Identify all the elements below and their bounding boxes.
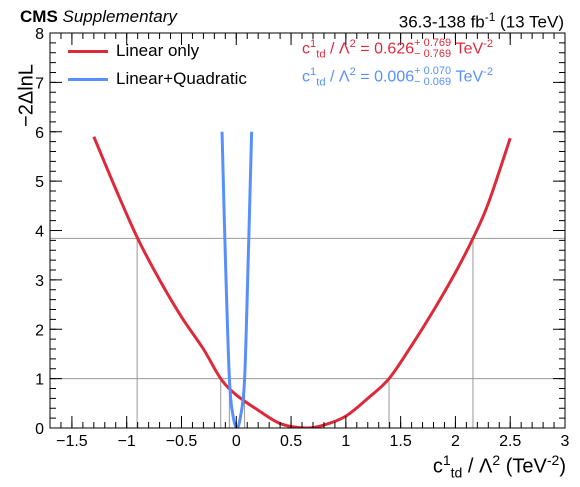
- result-quad-lambda: / Λ: [325, 68, 350, 86]
- result-quad-value: = 0.006: [355, 68, 415, 86]
- result-linear-power: 2: [349, 38, 356, 50]
- result-linear-up: + 0.769: [414, 37, 452, 50]
- reference-lines: [50, 237, 565, 380]
- axis-ticks: −1.5 −1 −0.5 0 0.5 1 1.5 2 2.5 3 0 1 2 3 4 5 6 7 8: [35, 26, 569, 450]
- result-linear-value: = 0.626: [355, 40, 415, 58]
- x-label-close: ): [559, 455, 566, 478]
- result-quad-uncertainty: + 0.070− 0.069: [414, 66, 451, 88]
- experiment-label: CMS Supplementary: [20, 6, 177, 28]
- y-tick-label-4: 4: [35, 224, 44, 241]
- y-tick-label-3: 3: [35, 273, 44, 290]
- y-tick-label-5: 5: [35, 174, 44, 191]
- result-linear-unit-exp: -2: [483, 38, 494, 50]
- x-axis-label: c1td / Λ2 (TeV-2): [433, 452, 566, 481]
- result-quad-symbol: c: [302, 68, 310, 86]
- y-tick-label-7: 7: [35, 75, 44, 92]
- legend-swatch-linear: [68, 50, 108, 53]
- lumi-value: 36.3-138 fb: [398, 12, 485, 32]
- x-tick-label-3: 0: [232, 433, 241, 450]
- legend-swatch-quadratic: [68, 78, 108, 81]
- result-linear-down: − 0.769: [414, 48, 452, 61]
- y-tick-label-8: 8: [35, 26, 44, 43]
- series-line-0: [92, 136, 512, 428]
- x-label-sup: 1: [442, 452, 451, 468]
- series-line-1: [220, 131, 254, 428]
- x-tick-label-7: 2: [451, 433, 460, 450]
- result-quad-unit-exp: -2: [483, 66, 494, 78]
- x-tick-label-9: 3: [561, 433, 570, 450]
- x-label-unit-exp: -2: [546, 452, 560, 468]
- result-quad-unit: TeV: [455, 68, 484, 86]
- x-tick-label-2: −0.5: [166, 433, 198, 450]
- lumi-exponent: -1: [484, 10, 496, 24]
- x-label-sub: td: [450, 464, 463, 481]
- x-label-symbol: c: [432, 455, 443, 478]
- result-quad-sup: 1: [310, 66, 317, 78]
- supplementary-label: Supplementary: [62, 7, 177, 26]
- x-tick-label-1: −1: [118, 433, 136, 450]
- result-linear-sup: 1: [310, 38, 317, 50]
- result-linear-symbol: c: [302, 40, 310, 58]
- likelihood-curves: [92, 131, 512, 428]
- y-tick-label-6: 6: [35, 125, 44, 142]
- plot-frame: [49, 32, 566, 429]
- result-linear-lambda: / Λ: [325, 40, 350, 58]
- result-linear-sub: td: [316, 48, 326, 61]
- legend-label-linear: Linear only: [116, 41, 200, 60]
- result-quad-down: − 0.069: [414, 76, 452, 89]
- result-quadratic: c1td / Λ2 = 0.006+ 0.070− 0.069 TeV-2: [302, 66, 493, 89]
- luminosity-label: 36.3-138 fb-1 (13 TeV): [399, 6, 564, 34]
- y-axis-label: −2ΔlnL: [15, 64, 38, 127]
- x-label-power: 2: [492, 452, 501, 468]
- cms-label: CMS: [20, 7, 58, 26]
- result-quad-sub: td: [316, 76, 326, 89]
- x-tick-label-6: 1.5: [390, 433, 412, 450]
- legend-label-quadratic: Linear+Quadratic: [116, 69, 247, 88]
- result-linear-unit: TeV: [455, 40, 484, 58]
- result-linear: c1td / Λ2 = 0.626+ 0.769− 0.769 TeV-2: [302, 38, 493, 61]
- x-tick-label-8: 2.5: [499, 433, 521, 450]
- energy-label: (13 TeV): [495, 12, 564, 32]
- y-tick-label-1: 1: [35, 372, 44, 389]
- y-tick-label-2: 2: [35, 322, 44, 339]
- x-tick-label-5: 1: [341, 433, 350, 450]
- y-tick-label-0: 0: [35, 421, 44, 438]
- x-tick-label-0: −1.5: [56, 433, 88, 450]
- result-quad-power: 2: [349, 66, 356, 78]
- result-quad-up: + 0.070: [414, 65, 452, 78]
- interval-markers: [136, 238, 474, 428]
- x-tick-label-4: 0.5: [280, 433, 302, 450]
- x-label-lambda: / Λ: [462, 455, 493, 478]
- x-label-unit: (TeV: [500, 455, 547, 478]
- result-linear-uncertainty: + 0.769− 0.769: [414, 38, 451, 60]
